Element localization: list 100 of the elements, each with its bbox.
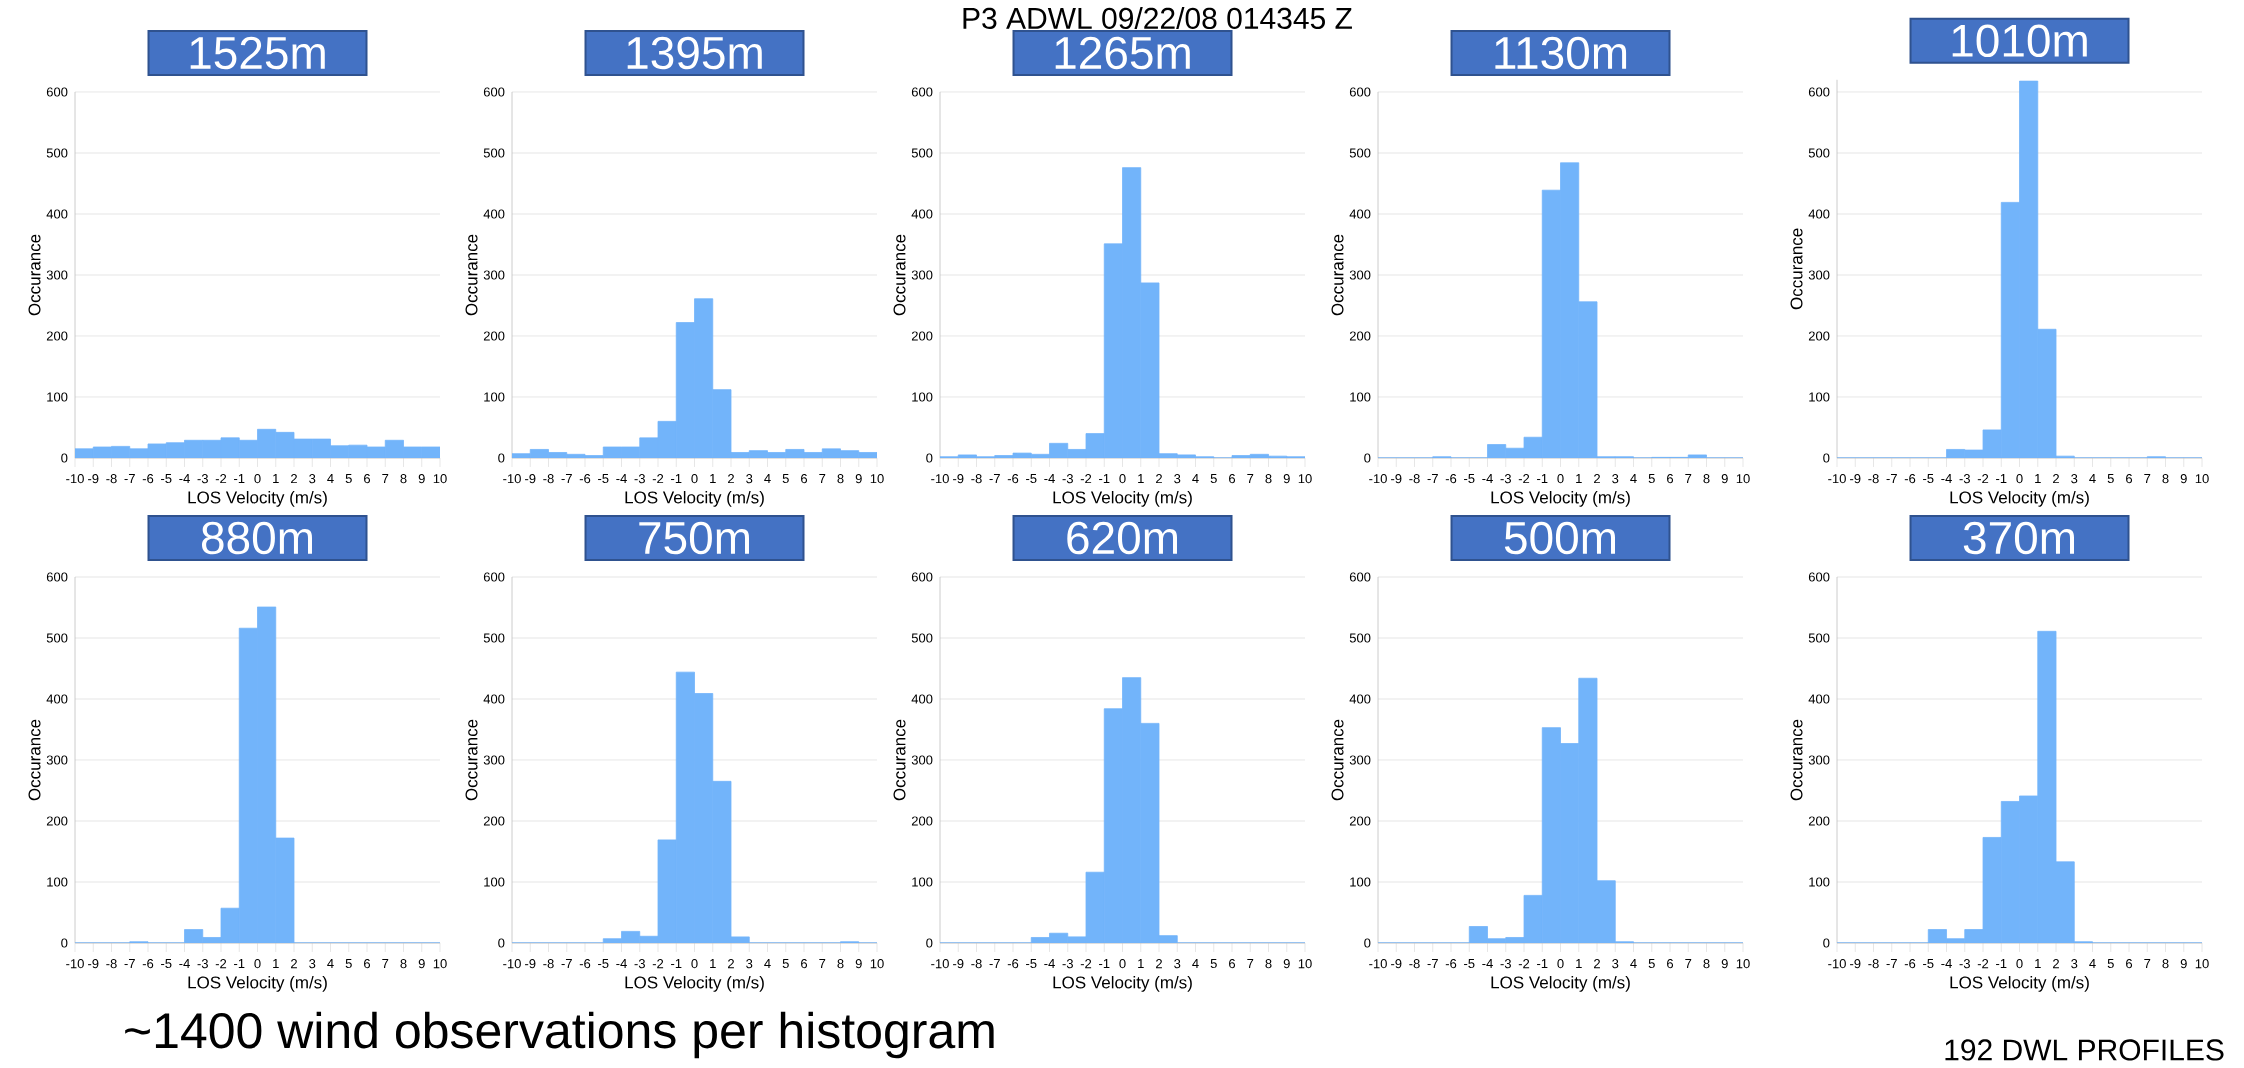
x-tick-label: 5 — [2107, 474, 2114, 484]
y-tick-label: 0 — [926, 453, 933, 463]
x-tick-label: -3 — [197, 959, 208, 969]
x-tick-label: -7 — [561, 959, 572, 968]
x-tick-label: -8 — [1868, 474, 1879, 484]
x-tick-label: -1 — [234, 474, 245, 483]
x-tick-label: 4 — [2089, 959, 2096, 968]
y-tick-label: 100 — [912, 392, 933, 402]
x-tick-label: -1 — [671, 474, 682, 483]
y-tick-label: 600 — [483, 572, 505, 582]
x-tick-label: -3 — [1500, 474, 1511, 484]
x-tick-label: -4 — [179, 959, 190, 968]
x-tick-label: 2 — [291, 474, 297, 484]
x-tick-label: 3 — [1174, 474, 1181, 484]
x-tick-label: -7 — [989, 959, 1000, 968]
x-tick-label: 10 — [433, 474, 447, 484]
x-tick-label: 7 — [2144, 474, 2151, 483]
x-tick-label: 0 — [691, 474, 698, 484]
y-tick-label: 100 — [47, 392, 68, 402]
x-tick-label: -4 — [1941, 959, 1952, 968]
chart-title: 880m — [201, 521, 312, 555]
x-tick-label: 5 — [2107, 959, 2114, 969]
y-tick-label: 400 — [1808, 209, 1830, 219]
y-axis-title: Occurance — [893, 719, 906, 801]
x-tick-label: 8 — [400, 474, 407, 484]
x-axis-title: LOS Velocity (m/s) — [188, 490, 327, 507]
x-tick-label: -9 — [1391, 474, 1402, 484]
x-tick-label: -9 — [1391, 959, 1402, 969]
y-tick-label: 100 — [1809, 877, 1830, 887]
y-tick-label: 0 — [498, 453, 505, 463]
y-tick-label: 400 — [483, 694, 505, 704]
x-tick-label: -3 — [1959, 959, 1970, 969]
x-tick-label: 9 — [855, 474, 862, 484]
x-tick-label: 0 — [254, 959, 261, 969]
x-tick-label: 7 — [1685, 474, 1692, 483]
x-tick-label: 4 — [1192, 959, 1199, 968]
x-tick-label: -6 — [579, 959, 591, 969]
x-tick-label: -6 — [1445, 474, 1457, 484]
x-tick-label: -10 — [1828, 959, 1846, 969]
x-tick-label: -1 — [1537, 474, 1548, 483]
chart-title: 1265m — [1055, 36, 1190, 70]
x-tick-label: -7 — [1886, 959, 1897, 968]
y-tick-label: 600 — [1808, 572, 1830, 582]
x-tick-label: 8 — [400, 959, 407, 969]
y-tick-label: 500 — [46, 148, 68, 158]
y-axis-title: Occurance — [1331, 234, 1344, 316]
y-tick-label: 100 — [47, 877, 68, 887]
chart-title: 1010m — [1952, 24, 2087, 58]
x-tick-label: 4 — [764, 959, 771, 968]
x-tick-label: -10 — [1369, 474, 1387, 484]
y-tick-label: 0 — [61, 938, 68, 948]
x-tick-label: -5 — [1026, 474, 1037, 484]
x-tick-label: 3 — [309, 474, 316, 484]
x-tick-label: -10 — [931, 959, 949, 969]
x-axis-title: LOS Velocity (m/s) — [1950, 490, 2089, 507]
y-tick-label: 600 — [911, 572, 933, 582]
y-tick-label: 300 — [483, 755, 505, 765]
y-tick-label: 200 — [911, 331, 933, 341]
x-tick-label: -9 — [88, 474, 99, 484]
x-tick-label: 5 — [1648, 474, 1655, 484]
x-tick-label: 1 — [2035, 959, 2041, 968]
x-axis-title: LOS Velocity (m/s) — [188, 975, 327, 992]
x-tick-label: -6 — [1007, 959, 1019, 969]
x-tick-label: 0 — [254, 474, 261, 484]
x-tick-label: 10 — [1736, 474, 1750, 484]
y-tick-label: 300 — [46, 270, 68, 280]
x-tick-label: 8 — [1265, 474, 1272, 484]
x-tick-label: 7 — [1685, 959, 1692, 968]
text: ~1400 wind observations per histogram — [125, 1011, 994, 1059]
x-tick-label: 7 — [1247, 474, 1254, 483]
x-tick-label: -1 — [671, 959, 682, 968]
x-tick-label: -6 — [1904, 959, 1916, 969]
y-tick-label: 200 — [483, 331, 505, 341]
y-tick-label: 400 — [911, 694, 933, 704]
x-tick-label: -8 — [971, 474, 982, 484]
x-tick-label: 8 — [2162, 959, 2169, 969]
x-tick-label: -8 — [106, 474, 117, 484]
y-tick-label: 400 — [46, 209, 68, 219]
x-tick-label: 0 — [2016, 474, 2023, 484]
x-tick-label: 6 — [801, 474, 808, 484]
x-tick-label: 10 — [1298, 959, 1312, 969]
x-tick-label: -5 — [1464, 474, 1475, 484]
x-tick-label: 2 — [1156, 959, 1162, 969]
x-tick-label: 7 — [2144, 959, 2151, 968]
y-tick-label: 500 — [483, 633, 505, 643]
y-tick-label: 300 — [911, 270, 933, 280]
x-tick-label: 0 — [2016, 959, 2023, 969]
x-tick-label: -10 — [66, 959, 84, 969]
text: P3 ADWL 09/22/08 014345 Z — [963, 6, 1352, 29]
x-tick-label: 2 — [2053, 959, 2059, 969]
x-tick-label: 3 — [746, 474, 753, 484]
x-tick-label: -6 — [142, 474, 154, 484]
y-tick-label: 600 — [1349, 87, 1371, 97]
x-axis-title: LOS Velocity (m/s) — [625, 490, 764, 507]
x-axis-title: LOS Velocity (m/s) — [1053, 490, 1192, 507]
x-tick-label: 6 — [364, 474, 371, 484]
x-tick-label: 2 — [2053, 474, 2059, 484]
x-tick-label: 4 — [327, 959, 334, 968]
x-tick-label: -8 — [1868, 959, 1879, 969]
x-tick-label: 2 — [1156, 474, 1162, 484]
